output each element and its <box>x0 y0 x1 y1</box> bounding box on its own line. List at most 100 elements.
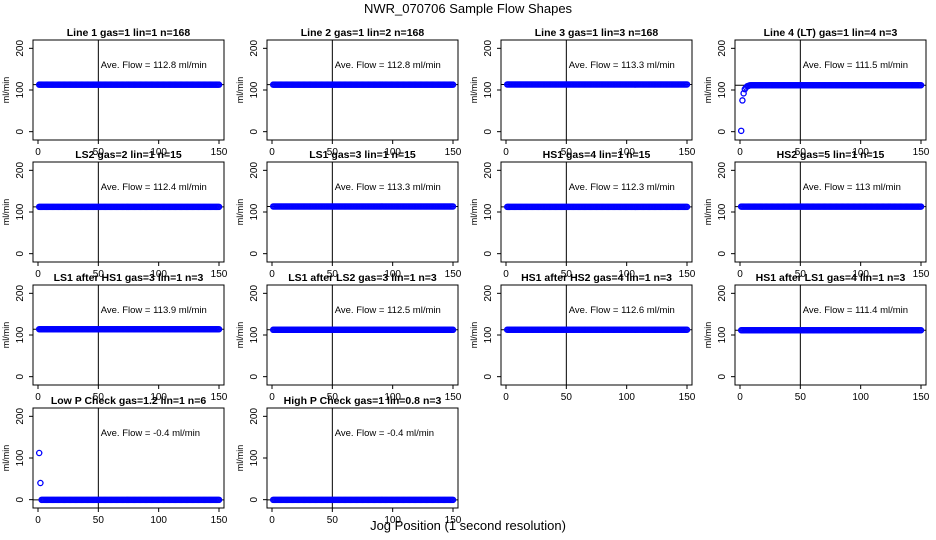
y-tick-label: 100 <box>15 326 26 343</box>
chart-panel-10: LS1 after LS2 gas=3 lin=1 n=3 0 100 200 ml/m… <box>235 272 462 403</box>
y-tick-label: 200 <box>15 40 26 57</box>
x-tick-label: 50 <box>561 269 573 280</box>
y-axis-label: ml/min <box>235 199 245 226</box>
y-tick-label: 200 <box>249 162 260 179</box>
y-tick-label: 200 <box>483 285 494 302</box>
y-tick-label: 100 <box>249 81 260 98</box>
chart-panel-6: LS1 gas=3 lin=1 n=15 0 100 200 ml/min 0 50 100 1… <box>235 149 462 280</box>
panel-title: Line 4 (LT) gas=1 lin=4 n=3 <box>764 27 898 39</box>
average-flow-annotation: Ave. Flow = 113.3 ml/min <box>335 182 441 193</box>
average-flow-annotation: Ave. Flow = 113 ml/min <box>803 182 901 193</box>
y-tick-label: 0 <box>483 128 494 134</box>
y-tick-label: 200 <box>483 40 494 57</box>
average-flow-annotation: Ave. Flow = 111.4 ml/min <box>803 305 908 316</box>
y-axis-label: ml/min <box>1 445 11 472</box>
y-axis-label: ml/min <box>1 322 11 349</box>
plot-frame <box>734 161 927 263</box>
chart-panel-14: High P Check gas=1 lin=0.8 n=3 0 100 200 ml/… <box>235 395 462 526</box>
y-tick-label: 0 <box>15 496 26 502</box>
x-tick-label: 0 <box>35 269 41 280</box>
data-point <box>683 81 691 88</box>
x-tick-label: 0 <box>269 269 275 280</box>
plot-frame <box>500 161 693 263</box>
panel-title: Line 2 gas=1 lin=2 n=168 <box>301 27 425 39</box>
x-tick-label: 50 <box>327 147 339 158</box>
y-tick-label: 100 <box>249 326 260 343</box>
average-flow-annotation: Ave. Flow = 113.3 ml/min <box>569 60 675 71</box>
x-tick-label: 150 <box>211 392 228 403</box>
plot-frame <box>734 284 927 386</box>
data-point <box>449 326 457 334</box>
y-tick-label: 100 <box>249 449 260 466</box>
plot-frame <box>734 39 927 141</box>
panel-title: HS2 gas=5 lin=1 n=15 <box>777 149 885 161</box>
x-tick-label: 100 <box>150 269 167 280</box>
average-flow-annotation: Ave. Flow = 113.9 ml/min <box>101 305 207 316</box>
chart-panel-3: Line 3 gas=1 lin=3 n=168 0 100 200 ml/min 0 50… <box>469 27 696 158</box>
x-tick-label: 100 <box>384 392 401 403</box>
panel-title: High P Check gas=1 lin=0.8 n=3 <box>284 395 442 407</box>
x-tick-label: 0 <box>35 515 41 526</box>
chart-panel-5: LS2 gas=2 lin=1 n=15 0 100 200 ml/min 0 50 100 1… <box>1 149 228 280</box>
panel-title: LS1 after HS1 gas=3 lin=1 n=3 <box>54 272 204 284</box>
data-point <box>683 326 691 333</box>
y-axis-label: ml/min <box>1 199 11 226</box>
data-point <box>739 97 746 104</box>
y-axis-label: ml/min <box>235 322 245 349</box>
y-axis-label: ml/min <box>235 445 245 472</box>
x-tick-label: 100 <box>150 515 167 526</box>
y-tick-label: 0 <box>249 250 260 256</box>
y-axis-label: ml/min <box>703 77 713 104</box>
x-tick-label: 50 <box>561 392 573 403</box>
y-axis-label: ml/min <box>1 77 11 104</box>
panel-title: Line 1 gas=1 lin=1 n=168 <box>67 27 191 39</box>
y-tick-label: 200 <box>249 408 260 425</box>
y-tick-label: 200 <box>717 162 728 179</box>
chart-panel-2: Line 2 gas=1 lin=2 n=168 0 100 200 ml/min 0 50… <box>235 27 462 158</box>
x-tick-label: 100 <box>618 269 635 280</box>
x-tick-label: 0 <box>737 392 743 403</box>
average-flow-annotation: Ave. Flow = 112.8 ml/min <box>101 60 207 71</box>
x-tick-label: 100 <box>384 147 401 158</box>
data-point <box>449 81 457 88</box>
plot-frame <box>500 284 693 386</box>
x-tick-label: 150 <box>211 147 228 158</box>
y-tick-label: 0 <box>717 250 728 256</box>
y-tick-label: 0 <box>717 128 728 134</box>
x-tick-label: 0 <box>503 147 509 158</box>
chart-panel-13: Low P Check gas=1.2 lin=1 n=6 0 100 200 ml/m… <box>1 395 228 526</box>
panel-title: LS2 gas=2 lin=1 n=15 <box>75 149 182 161</box>
plot-frame <box>266 39 459 141</box>
x-tick-label: 150 <box>679 269 696 280</box>
y-tick-label: 200 <box>249 285 260 302</box>
y-tick-label: 200 <box>15 408 26 425</box>
plot-frame <box>32 284 225 386</box>
y-tick-label: 0 <box>249 373 260 379</box>
plot-frame <box>266 161 459 263</box>
x-tick-label: 150 <box>211 269 228 280</box>
data-point <box>215 81 223 88</box>
chart-panel-4: Line 4 (LT) gas=1 lin=4 n=3 0 100 200 ml/min… <box>703 27 930 158</box>
x-tick-label: 50 <box>327 269 339 280</box>
x-tick-label: 100 <box>852 147 869 158</box>
x-tick-label: 150 <box>211 515 228 526</box>
x-tick-label: 100 <box>384 269 401 280</box>
average-flow-annotation: Ave. Flow = 111.5 ml/min <box>803 60 908 71</box>
chart-panel-11: HS1 after HS2 gas=4 lin=1 n=3 0 100 200 ml/m… <box>469 272 696 403</box>
y-tick-label: 100 <box>249 203 260 220</box>
chart-panel-1: Line 1 gas=1 lin=1 n=168 0 100 200 ml/min 0 50… <box>1 27 228 158</box>
x-tick-label: 100 <box>150 147 167 158</box>
y-tick-label: 100 <box>717 81 728 98</box>
x-tick-label: 0 <box>737 269 743 280</box>
plot-frame <box>32 161 225 263</box>
y-tick-label: 100 <box>483 203 494 220</box>
y-tick-label: 200 <box>717 285 728 302</box>
x-tick-label: 100 <box>852 392 869 403</box>
average-flow-annotation: Ave. Flow = 112.3 ml/min <box>569 182 675 193</box>
average-flow-annotation: Ave. Flow = 112.6 ml/min <box>569 305 675 316</box>
data-point <box>449 203 457 210</box>
plot-frame <box>32 39 225 141</box>
y-tick-label: 200 <box>15 162 26 179</box>
